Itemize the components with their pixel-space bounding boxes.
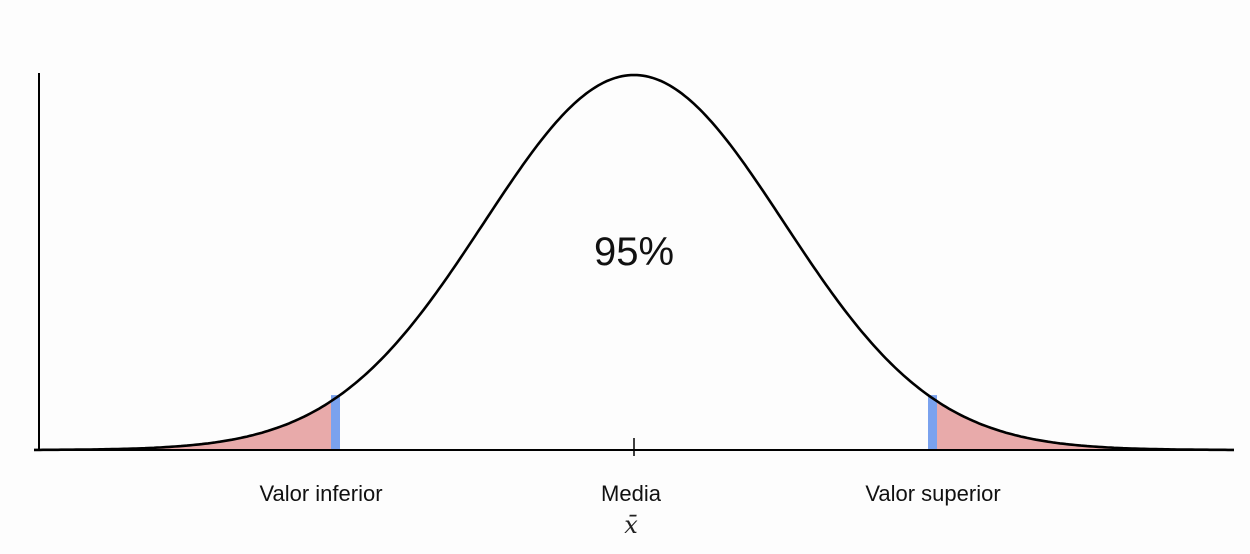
lower-bound-marker: [331, 395, 340, 450]
center-percentage-label: 95%: [594, 230, 674, 274]
upper-value-label: Valor superior: [865, 481, 1000, 506]
mean-label: Media: [601, 481, 662, 506]
lower-value-label: Valor inferior: [259, 481, 382, 506]
bell-curve: [33, 73, 1235, 452]
mean-symbol: x̄: [624, 511, 638, 539]
upper-bound-marker: [928, 395, 937, 450]
right-tail-area: [928, 395, 1234, 450]
left-tail-area: [34, 395, 340, 450]
